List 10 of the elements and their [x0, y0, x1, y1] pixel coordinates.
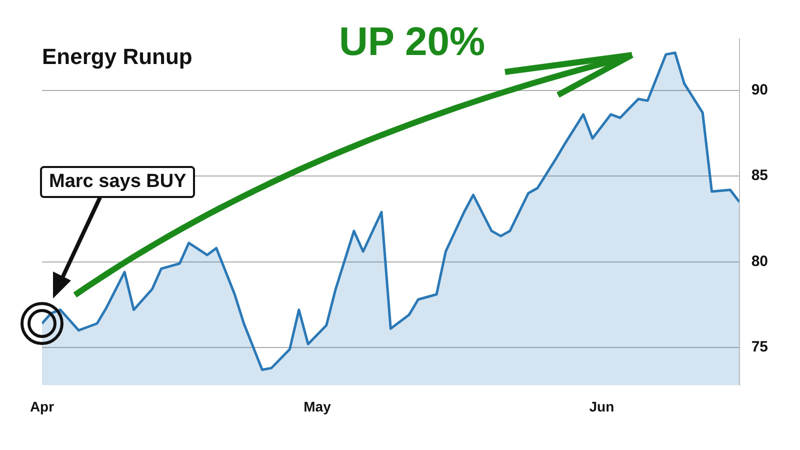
annotation: Marc says BUY: [40, 166, 196, 198]
chart-title: Energy Runup: [42, 44, 192, 70]
x-tick-label: Apr: [30, 398, 55, 414]
y-tick-label: 90: [751, 82, 768, 99]
y-tick-label: 75: [751, 338, 768, 356]
x-tick-label: May: [304, 398, 332, 414]
annotation: UP 20%: [339, 20, 486, 65]
y-tick-label: 85: [751, 167, 768, 184]
x-tick-label: Jun: [589, 398, 614, 414]
y-tick-label: 80: [751, 252, 768, 270]
